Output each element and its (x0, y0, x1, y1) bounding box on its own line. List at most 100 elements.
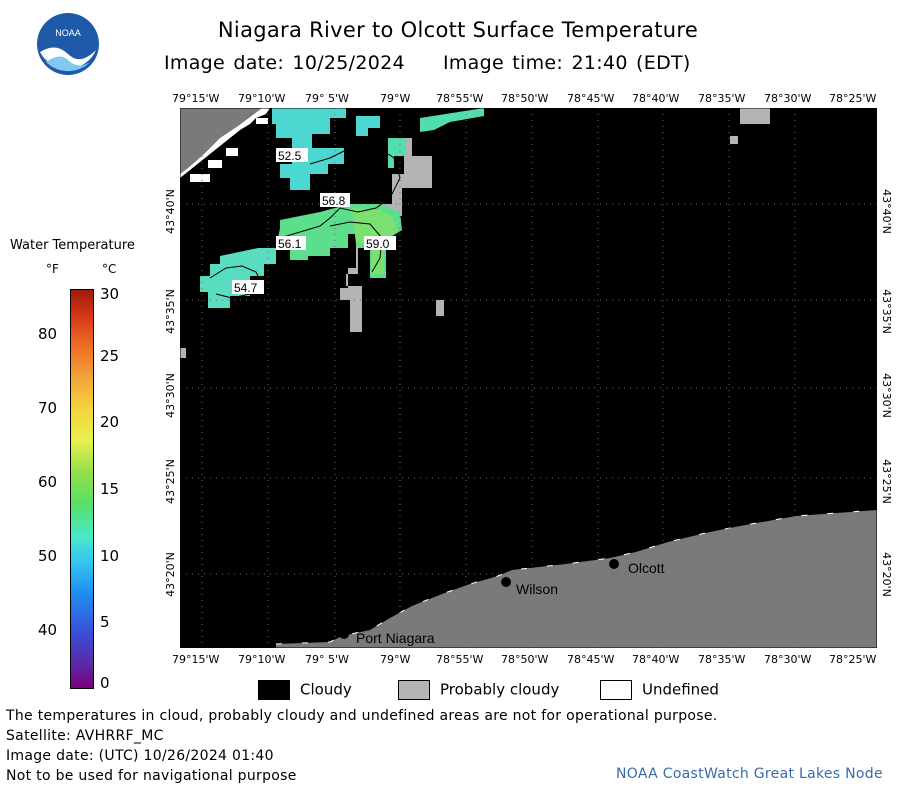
lon-label: 78°50'W (501, 92, 549, 105)
lon-label: 78°25'W (829, 92, 877, 105)
tick-f: 50 (38, 547, 58, 565)
image-time: Image time: 21:40 (EDT) (442, 52, 691, 74)
lon-label: 78°55'W (436, 653, 484, 666)
tick-c: 20 (100, 413, 120, 431)
tick-c: 30 (100, 285, 120, 303)
lon-label: 78°40'W (632, 653, 680, 666)
lon-label: 78°50'W (501, 653, 549, 666)
probably-cloudy-patch (180, 348, 186, 358)
lon-label: 79°15'W (172, 653, 220, 666)
tick-f: 80 (38, 325, 58, 343)
temp-label: 56.1 (278, 237, 302, 251)
place-markers: Olcott Wilson Port Niagara (339, 559, 665, 646)
logo-text: NOAA (55, 28, 81, 38)
lat-label: 43°40'N (163, 189, 177, 234)
lat-label: 43°35'N (163, 289, 177, 334)
contour-line (279, 145, 401, 239)
lon-label: 78°45'W (567, 653, 615, 666)
lon-label: 78°45'W (567, 92, 615, 105)
undefined-speck (226, 148, 238, 156)
colorbar-title: Water Temperature (10, 238, 135, 253)
undefined-speck (208, 160, 222, 168)
footer-credit: NOAA CoastWatch Great Lakes Node (616, 766, 883, 782)
tick-f: 60 (38, 473, 58, 491)
footer-disclaimer: The temperatures in cloud, probably clou… (6, 708, 718, 724)
place-label-wilson: Wilson (516, 581, 558, 597)
lat-label: 43°35'N (879, 289, 893, 334)
colorbar-units: °F °C (46, 262, 126, 276)
water-temp-patch (388, 138, 406, 168)
unit-celsius: °C (102, 262, 117, 276)
lon-label: 79° 5'W (305, 92, 349, 105)
legend-item-cloudy: Cloudy (258, 680, 352, 700)
lon-label: 78°55'W (436, 92, 484, 105)
temp-label: 56.8 (322, 194, 346, 208)
image-date: Image date: 10/25/2024 (164, 52, 405, 74)
tick-c: 5 (100, 613, 110, 631)
footer-navigation-warning: Not to be used for navigational purpose (6, 768, 297, 784)
lat-label: 43°20'N (163, 552, 177, 597)
lon-label: 78°30'W (764, 92, 812, 105)
footer-satellite: Satellite: AVHRRF_MC (6, 728, 164, 744)
land-south (276, 510, 877, 648)
lon-label: 79°15'W (172, 92, 220, 105)
lat-label: 43°30'N (163, 373, 177, 418)
water-temp-patch (200, 248, 276, 308)
map-title: Niagara River to Olcott Surface Temperat… (217, 18, 699, 42)
probably-cloudy-patch (730, 136, 738, 144)
temperature-labels: 52.5 56.8 56.1 59.0 54.7 (232, 148, 396, 295)
contour-line (329, 221, 383, 273)
undefined-speck (256, 118, 268, 124)
lon-label: 79°W (380, 92, 411, 105)
water-temp-patch (420, 108, 484, 132)
tick-f: 40 (38, 621, 58, 639)
olcott-marker (609, 559, 619, 569)
lat-label: 43°25'N (163, 459, 177, 504)
lon-label: 79°10'W (238, 653, 286, 666)
temperature-colorbar (70, 289, 94, 689)
temp-label: 54.7 (234, 281, 258, 295)
legend-item-probably-cloudy: Probably cloudy (398, 680, 559, 700)
place-label-olcott: Olcott (628, 560, 665, 576)
unit-fahrenheit: °F (46, 262, 59, 276)
land-northwest (180, 108, 262, 174)
legend-swatch-cloudy (258, 680, 290, 700)
lon-label: 78°25'W (829, 653, 877, 666)
lon-label: 78°30'W (764, 653, 812, 666)
legend-label: Undefined (642, 680, 719, 699)
lat-label: 43°40'N (879, 189, 893, 234)
temperature-map: 52.5 56.8 56.1 59.0 54.7 Olcott Wilson P… (180, 108, 877, 648)
probably-cloudy-patch (436, 300, 444, 316)
lon-label: 79°W (380, 653, 411, 666)
temp-label: 52.5 (278, 149, 302, 163)
legend-label: Probably cloudy (440, 680, 560, 699)
temp-label: 59.0 (366, 237, 390, 251)
footer-utc-date: Image date: (UTC) 10/26/2024 01:40 (6, 748, 274, 764)
contour-line (209, 265, 263, 299)
lat-label: 43°25'N (879, 459, 893, 504)
noaa-logo: NOAA (37, 13, 99, 75)
lat-label: 43°20'N (879, 552, 893, 597)
water-temp-patch (272, 108, 346, 190)
lon-label: 79°10'W (238, 92, 286, 105)
tick-c: 10 (100, 547, 120, 565)
lat-label: 43°30'N (879, 373, 893, 418)
undefined-speck (190, 174, 210, 182)
lon-label: 78°35'W (698, 92, 746, 105)
undefined-coast-nw (180, 108, 270, 178)
image-datetime: Image date: 10/25/2024 Image time: 21:40 … (164, 52, 729, 74)
tick-c: 25 (100, 347, 120, 365)
lon-label: 79° 5'W (305, 653, 349, 666)
legend-item-undefined: Undefined (600, 680, 719, 700)
place-label-port-niagara: Port Niagara (356, 630, 435, 646)
lon-label: 78°35'W (698, 653, 746, 666)
tick-c: 0 (100, 674, 110, 692)
probably-cloudy-patch (340, 138, 432, 332)
tick-f: 70 (38, 399, 58, 417)
lon-label: 78°40'W (632, 92, 680, 105)
tick-c: 15 (100, 480, 120, 498)
legend-label: Cloudy (300, 680, 352, 699)
legend-swatch-probably-cloudy (398, 680, 430, 700)
footer-notes: The temperatures in cloud, probably clou… (6, 706, 718, 786)
legend-swatch-undefined (600, 680, 632, 700)
